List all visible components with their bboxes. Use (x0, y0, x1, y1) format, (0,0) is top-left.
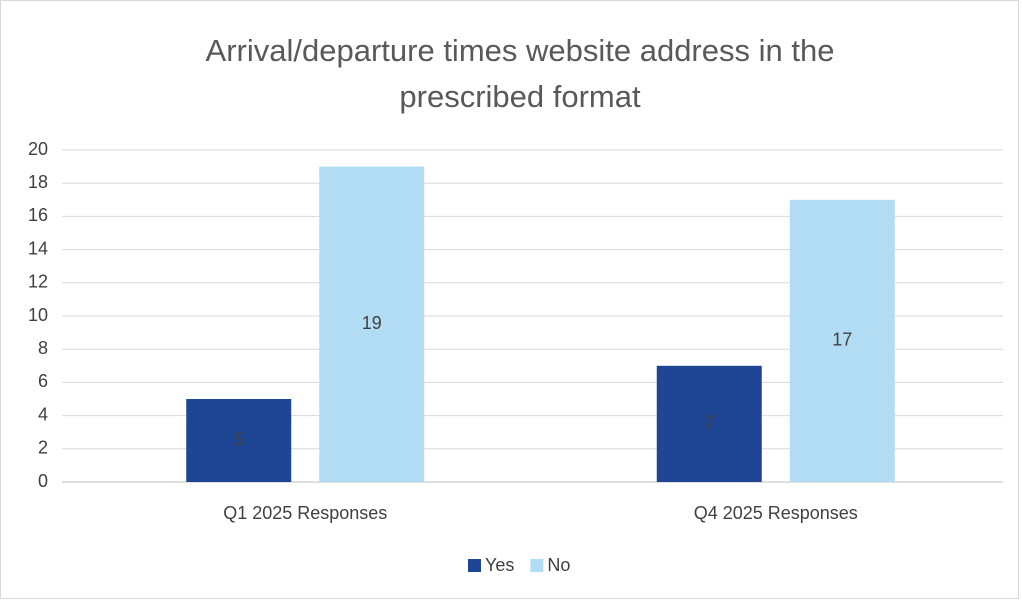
legend-swatch (530, 559, 544, 572)
data-label: 5 (234, 429, 244, 449)
y-tick-label: 6 (38, 371, 48, 391)
y-tick-label: 0 (38, 471, 48, 491)
y-tick-label: 18 (28, 172, 48, 192)
y-tick-label: 14 (28, 238, 48, 258)
chart-title: Arrival/departure times website address … (205, 33, 835, 114)
y-tick-label: 16 (28, 205, 48, 225)
y-tick-label: 10 (28, 305, 48, 325)
y-tick-label: 2 (38, 438, 48, 458)
data-label: 17 (832, 330, 852, 350)
legend-label: Yes (485, 555, 514, 575)
bar (186, 399, 292, 482)
y-tick-label: 12 (28, 272, 48, 292)
y-tick-label: 20 (28, 139, 48, 159)
x-tick-label: Q4 2025 Responses (694, 503, 858, 523)
bar (319, 166, 425, 482)
bar (789, 199, 895, 483)
data-label: 19 (362, 313, 382, 333)
legend-swatch (468, 559, 481, 572)
x-tick-label: Q1 2025 Responses (223, 503, 387, 523)
legend-label: No (547, 555, 570, 575)
y-tick-label: 8 (38, 338, 48, 358)
y-tick-label: 4 (38, 404, 48, 424)
bar (656, 365, 762, 482)
data-label: 7 (704, 413, 714, 433)
